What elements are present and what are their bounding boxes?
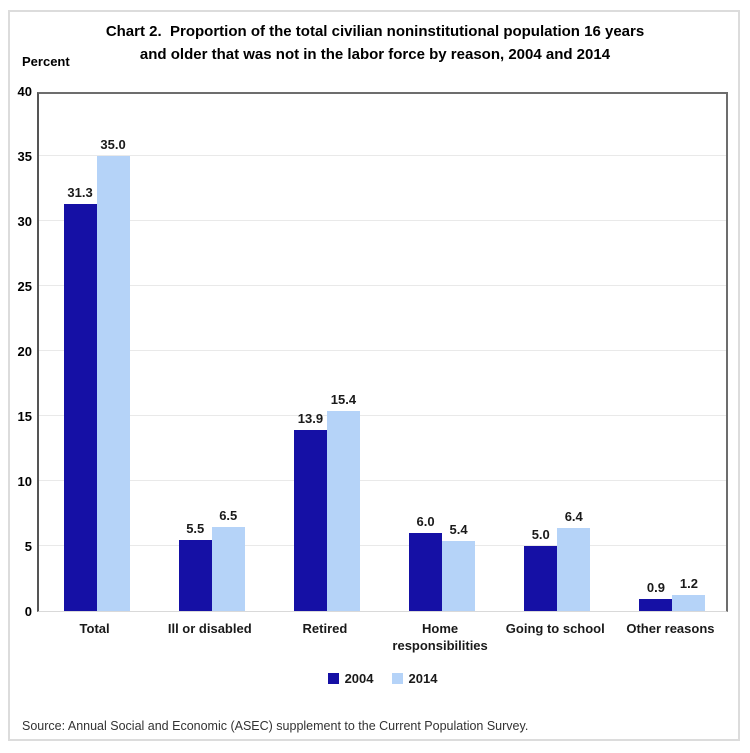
chart-title: Chart 2. Proportion of the total civilia… <box>0 20 750 66</box>
y-axis-tick-label: 0 <box>24 604 32 619</box>
y-axis-tick-label: 10 <box>17 474 32 489</box>
legend-item-2004: 2004 <box>327 671 374 686</box>
category-label: Retired <box>302 621 348 636</box>
bar-2004 <box>63 204 97 611</box>
value-label-2014: 6.4 <box>564 508 583 524</box>
category-label: Other reasons <box>626 621 715 636</box>
chart-title-line2: and older that was not in the labor forc… <box>139 46 611 63</box>
category-label: Going to school <box>505 621 605 636</box>
bar-2014 <box>672 595 706 611</box>
chart-title-line1: Chart 2. Proportion of the total civilia… <box>105 23 645 40</box>
y-axis-tick-label: 30 <box>17 214 32 229</box>
value-label-2004: 6.0 <box>416 514 435 529</box>
gridline <box>39 285 726 286</box>
y-axis-tick-label: 25 <box>17 279 32 294</box>
bar-group-6: 0.9 1.2 <box>615 94 730 611</box>
x-axis-labels: Total Ill or disabled Retired Home responsi… <box>37 620 728 654</box>
y-axis-tick-label: 40 <box>17 84 32 99</box>
legend-swatch-2004 <box>327 673 339 684</box>
gridline <box>39 155 726 156</box>
y-axis-tick-label: 5 <box>24 539 32 554</box>
gridline <box>39 415 726 416</box>
bar-group-5: 5.0 6.4 <box>500 94 615 611</box>
gridline <box>39 350 726 351</box>
bar-2004 <box>178 539 212 611</box>
bar-2014 <box>211 526 245 611</box>
value-label-2004: 5.5 <box>186 520 205 536</box>
value-label-2004: 0.9 <box>646 580 665 596</box>
value-label-2014: 35.0 <box>100 137 126 152</box>
y-axis-tick-label: 20 <box>17 344 32 359</box>
legend-swatch-2014 <box>391 673 403 684</box>
bar-2004 <box>524 546 558 611</box>
bar-2004 <box>293 430 327 611</box>
category-label: Ill or disabled <box>167 621 252 636</box>
bar-2014 <box>326 410 360 611</box>
category-label: Total <box>79 621 110 636</box>
gridline <box>39 480 726 481</box>
y-axis-tick-label: 35 <box>17 149 32 164</box>
bar-group-2: 5.5 6.5 <box>154 94 269 611</box>
bar-2004 <box>409 533 443 611</box>
value-label-2014: 5.4 <box>449 521 468 537</box>
gridline <box>39 220 726 221</box>
bar-group-4: 6.0 5.4 <box>385 94 500 611</box>
value-label-2004: 5.0 <box>531 527 550 542</box>
value-label-2004: 13.9 <box>297 411 324 427</box>
value-label-2014: 15.4 <box>330 391 357 407</box>
legend-label-2014: 2014 <box>408 671 438 686</box>
y-axis: 0 5 10 15 20 25 30 35 40 <box>0 85 32 619</box>
bar-2014 <box>557 527 591 611</box>
value-label-2004: 31.3 <box>67 185 93 201</box>
category-label: Home responsibilities <box>392 621 488 653</box>
gridline <box>39 545 726 546</box>
bar-group-1: 31.3 35.0 <box>39 94 154 611</box>
legend-label-2004: 2004 <box>344 671 374 686</box>
value-label-2014: 1.2 <box>679 576 698 592</box>
bar-2004 <box>639 599 673 611</box>
source-note: Source: Annual Social and Economic (ASEC… <box>22 719 529 733</box>
legend: 2004 2014 <box>37 671 728 686</box>
bar-2014 <box>96 156 130 611</box>
bar-group-3: 13.9 15.4 <box>269 94 384 611</box>
y-axis-tick-label: 15 <box>17 409 32 424</box>
value-label-2014: 6.5 <box>219 507 238 523</box>
bar-2014 <box>442 540 476 611</box>
legend-item-2014: 2014 <box>391 671 438 686</box>
y-axis-unit-label: Percent <box>22 54 70 69</box>
plot-area: 31.3 35.0 5.5 6.5 13.9 15.4 6.0 5.4 5.0 6.4 0.9 1.2 <box>37 92 728 612</box>
